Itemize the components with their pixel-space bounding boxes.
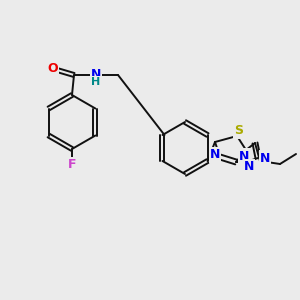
Text: N: N	[91, 68, 101, 80]
Text: H: H	[92, 77, 100, 87]
Text: N: N	[210, 148, 220, 161]
Text: N: N	[244, 160, 254, 173]
Text: O: O	[48, 62, 58, 76]
Text: N: N	[239, 149, 249, 163]
Text: F: F	[68, 158, 76, 172]
Text: S: S	[235, 124, 244, 137]
Text: N: N	[260, 152, 270, 164]
